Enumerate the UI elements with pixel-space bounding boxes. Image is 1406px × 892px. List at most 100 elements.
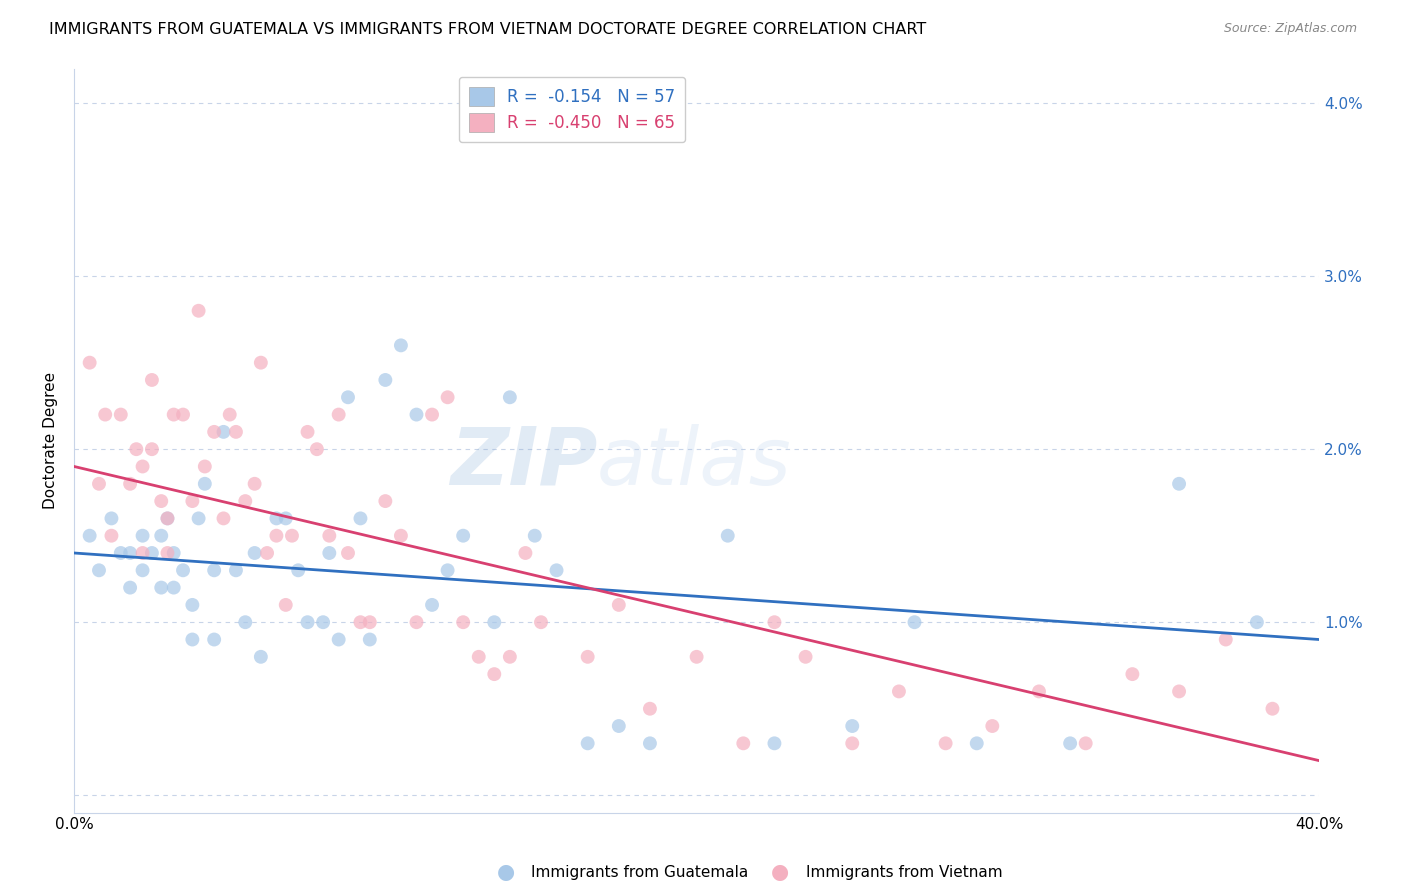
Point [141,442,163,457]
Point [576,649,599,664]
Point [763,736,786,750]
Point [181,494,204,508]
Point [274,598,297,612]
Point [1246,615,1268,630]
Point [172,563,194,577]
Point [607,598,630,612]
Point [187,511,209,525]
Point [250,649,273,664]
Point [1121,667,1143,681]
Point [436,390,458,404]
Point [318,546,340,560]
Point [256,546,278,560]
Point [546,563,568,577]
Point [156,511,179,525]
Point [374,494,396,508]
Point [163,546,186,560]
Point [638,736,661,750]
Point [266,529,288,543]
Point [120,581,142,595]
Point [1261,702,1284,716]
Point [181,632,204,647]
Point [1028,684,1050,698]
Point [685,649,707,664]
Point [225,563,247,577]
Point [1168,476,1191,491]
Point [194,459,217,474]
Point [100,511,122,525]
Point [243,546,266,560]
Point [359,615,381,630]
Point [305,442,328,457]
Point [499,390,522,404]
Point [1215,632,1237,647]
Point [841,719,863,733]
Point [218,408,240,422]
Point [1059,736,1081,750]
Point [150,581,173,595]
Text: IMMIGRANTS FROM GUATEMALA VS IMMIGRANTS FROM VIETNAM DOCTORATE DEGREE CORRELATIO: IMMIGRANTS FROM GUATEMALA VS IMMIGRANTS … [49,22,927,37]
Point [156,511,179,525]
Point [181,598,204,612]
Point [120,546,142,560]
Point [274,511,297,525]
Point [110,546,132,560]
Point [1074,736,1097,750]
Point [405,615,427,630]
Point [530,615,553,630]
Point [717,529,740,543]
Point [131,529,153,543]
Point [87,563,110,577]
Point [405,408,427,422]
Point [131,459,153,474]
Point [163,408,186,422]
Point [1168,684,1191,698]
Point [202,563,225,577]
Text: ●: ● [772,863,789,882]
Point [194,476,217,491]
Point [903,615,925,630]
Point [287,563,309,577]
Point [212,511,235,525]
Point [841,736,863,750]
Point [328,408,350,422]
Point [337,390,360,404]
Point [318,529,340,543]
Point [451,529,474,543]
Point [638,702,661,716]
Point [79,356,101,370]
Point [281,529,304,543]
Point [120,476,142,491]
Point [233,615,256,630]
Point [312,615,335,630]
Point [202,425,225,439]
Point [499,649,522,664]
Point [349,615,371,630]
Point [250,356,273,370]
Point [436,563,458,577]
Point [79,529,101,543]
Point [451,615,474,630]
Text: ZIP: ZIP [450,424,598,502]
Point [100,529,122,543]
Point [243,476,266,491]
Point [389,529,412,543]
Point [297,615,319,630]
Point [156,546,179,560]
Point [110,408,132,422]
Point [202,632,225,647]
Point [966,736,988,750]
Point [359,632,381,647]
Point [349,511,371,525]
Text: atlas: atlas [598,424,792,502]
Y-axis label: Doctorate Degree: Doctorate Degree [44,372,58,509]
Point [212,425,235,439]
Point [125,442,148,457]
Point [131,563,153,577]
Point [794,649,817,664]
Text: Immigrants from Guatemala: Immigrants from Guatemala [531,865,749,880]
Point [163,581,186,595]
Point [150,494,173,508]
Point [131,546,153,560]
Point [187,303,209,318]
